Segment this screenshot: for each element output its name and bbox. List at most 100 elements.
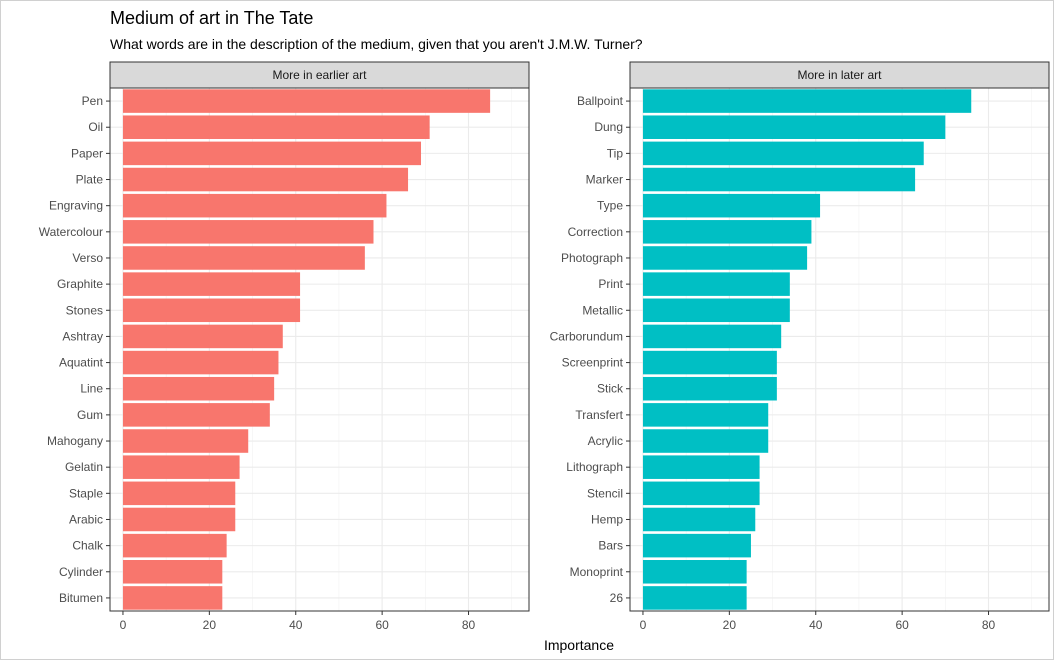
y-tick-label-print: Print <box>598 277 623 291</box>
bar-paper <box>122 141 422 166</box>
panel2-x-tick-label: 20 <box>723 618 737 632</box>
panel1-x-tick-label: 80 <box>462 618 476 632</box>
y-tick-label-photograph: Photograph <box>561 251 623 265</box>
y-tick-label-plate: Plate <box>76 173 104 187</box>
x-axis-title: Importance <box>544 637 614 653</box>
y-tick-label-screenprint: Screenprint <box>562 356 624 370</box>
y-tick-label-acrylic: Acrylic <box>588 434 623 448</box>
bar-transfert <box>642 403 769 427</box>
bar-arabic <box>122 507 236 532</box>
panel1-background <box>110 88 529 611</box>
panel2-x-tick-label: 0 <box>640 618 647 632</box>
y-tick-label-correction: Correction <box>568 225 623 239</box>
bar-photograph <box>642 246 808 270</box>
panel1-x-tick-label: 40 <box>289 618 303 632</box>
y-tick-label-mahogany: Mahogany <box>47 434 103 448</box>
bar-gelatin <box>122 455 240 479</box>
y-tick-label-metallic: Metallic <box>582 303 623 317</box>
bar-engraving <box>122 193 387 218</box>
panel1-x-tick-label: 60 <box>375 618 389 632</box>
bar-print <box>642 272 790 296</box>
panel2-x-tick-label: 40 <box>809 618 823 632</box>
chart-subtitle: What words are in the description of the… <box>110 36 643 52</box>
panel2-strip-label: More in later art <box>797 68 882 82</box>
bar-graphite <box>122 272 301 296</box>
y-tick-label-marker: Marker <box>586 173 623 187</box>
y-tick-label-graphite: Graphite <box>57 277 103 291</box>
y-tick-label-stencil: Stencil <box>587 486 623 500</box>
panel1-x-tick-label: 20 <box>203 618 217 632</box>
panel1-strip-label: More in earlier art <box>272 68 367 82</box>
y-tick-label-gum: Gum <box>77 408 103 422</box>
bar-staple <box>122 481 236 506</box>
y-tick-label-chalk: Chalk <box>72 539 104 553</box>
y-tick-label-oil: Oil <box>88 120 103 134</box>
bar-verso <box>122 246 365 270</box>
bar-acrylic <box>642 429 769 453</box>
bar-mahogany <box>122 429 249 453</box>
bar-line <box>122 376 275 401</box>
bar-26 <box>642 586 747 610</box>
bar-cylinder <box>122 560 223 584</box>
panel1-x-tick-label: 0 <box>120 618 127 632</box>
y-tick-label-ashtray: Ashtray <box>62 329 103 343</box>
y-tick-label-aquatint: Aquatint <box>59 356 104 370</box>
panel2-x-tick-label: 80 <box>982 618 996 632</box>
bar-carborundum <box>642 324 782 349</box>
y-tick-label-dung: Dung <box>594 120 623 134</box>
y-tick-label-engraving: Engraving <box>49 199 103 213</box>
bar-bars <box>642 533 751 558</box>
chart-title: Medium of art in The Tate <box>110 8 314 28</box>
bar-gum <box>122 403 270 427</box>
bar-tip <box>642 141 924 166</box>
y-tick-label-tip: Tip <box>607 146 624 160</box>
bar-correction <box>642 220 812 244</box>
bar-metallic <box>642 298 790 323</box>
y-tick-label-arabic: Arabic <box>69 512 103 526</box>
y-tick-label-pen: Pen <box>82 94 103 108</box>
panel2-background <box>630 88 1049 611</box>
y-tick-label-verso: Verso <box>72 251 103 265</box>
bar-oil <box>122 115 430 139</box>
y-tick-label-type: Type <box>597 199 623 213</box>
y-tick-label-gelatin: Gelatin <box>65 460 103 474</box>
bar-stones <box>122 298 301 323</box>
bar-aquatint <box>122 350 279 375</box>
y-tick-label-transfert: Transfert <box>575 408 623 422</box>
bar-watercolour <box>122 220 374 244</box>
bar-ashtray <box>122 324 283 349</box>
y-tick-label-ballpoint: Ballpoint <box>577 94 624 108</box>
panel2-x-tick-label: 60 <box>895 618 909 632</box>
y-tick-label-watercolour: Watercolour <box>39 225 103 239</box>
y-tick-label-paper: Paper <box>71 146 103 160</box>
y-tick-label-staple: Staple <box>69 486 103 500</box>
bar-stick <box>642 376 777 401</box>
bar-dung <box>642 115 946 139</box>
panel1-strip <box>109 61 530 89</box>
y-tick-label-bars: Bars <box>598 539 623 553</box>
bar-screenprint <box>642 350 777 375</box>
bar-hemp <box>642 507 756 532</box>
y-tick-label-stick: Stick <box>597 382 624 396</box>
y-tick-label-monoprint: Monoprint <box>570 565 624 579</box>
bar-lithograph <box>642 455 760 479</box>
y-tick-label-stones: Stones <box>66 303 103 317</box>
bar-monoprint <box>642 560 747 584</box>
bar-stencil <box>642 481 760 506</box>
panel2-border <box>629 87 1050 612</box>
bar-pen <box>122 89 491 113</box>
y-tick-label-line: Line <box>80 382 103 396</box>
y-tick-label-hemp: Hemp <box>591 512 623 526</box>
bar-plate <box>122 167 409 192</box>
y-tick-label-lithograph: Lithograph <box>566 460 623 474</box>
y-tick-label-carborundum: Carborundum <box>550 329 623 343</box>
y-tick-label-cylinder: Cylinder <box>59 565 103 579</box>
y-tick-label-bitumen: Bitumen <box>59 591 103 605</box>
y-tick-label-26: 26 <box>610 591 624 605</box>
bar-chalk <box>122 533 227 558</box>
bar-bitumen <box>122 586 223 610</box>
bar-marker <box>642 167 916 192</box>
panel1-border <box>109 87 530 612</box>
bar-ballpoint <box>642 89 972 113</box>
